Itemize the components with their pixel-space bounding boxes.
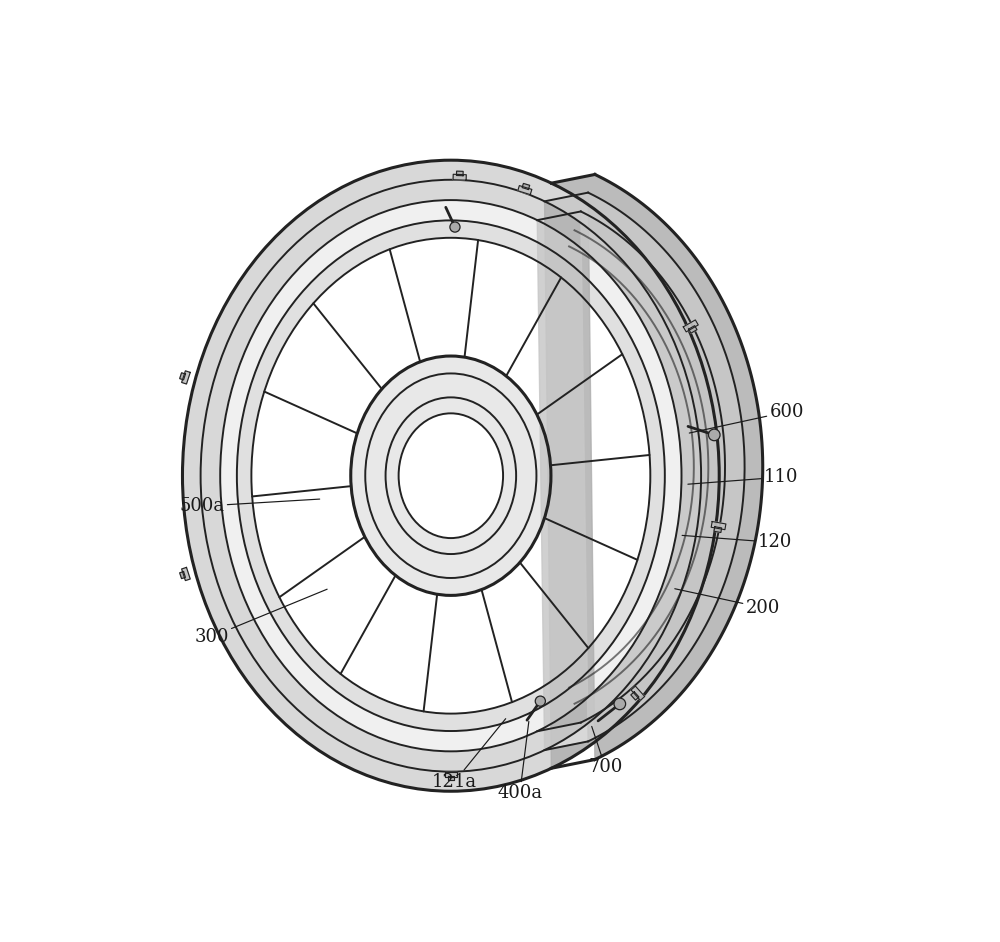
Polygon shape [182,160,719,791]
Polygon shape [251,237,650,714]
Text: 110: 110 [688,468,798,486]
Text: 600: 600 [689,403,804,433]
Polygon shape [453,174,466,180]
Polygon shape [445,771,457,777]
Polygon shape [631,691,639,700]
Text: 121a: 121a [432,719,506,790]
Circle shape [708,430,720,441]
Polygon shape [220,200,682,752]
Polygon shape [456,171,463,176]
Polygon shape [711,522,726,529]
Circle shape [450,222,460,232]
Polygon shape [631,686,645,700]
Circle shape [614,698,626,709]
Polygon shape [237,220,665,731]
Polygon shape [399,414,503,538]
Text: 500a: 500a [179,497,320,515]
Circle shape [535,696,545,706]
Text: 400a: 400a [497,722,542,803]
Polygon shape [182,567,190,580]
Polygon shape [689,326,697,333]
Polygon shape [182,160,719,791]
Polygon shape [182,371,190,384]
Polygon shape [683,320,698,332]
Polygon shape [537,192,745,750]
Polygon shape [522,184,530,189]
Text: 120: 120 [682,533,792,551]
Polygon shape [180,373,185,380]
Polygon shape [180,572,185,578]
Polygon shape [518,186,532,195]
Text: 300: 300 [194,589,327,645]
Polygon shape [545,174,763,769]
Polygon shape [351,356,551,595]
Text: 700: 700 [588,726,623,776]
Polygon shape [714,527,722,532]
Polygon shape [448,775,454,780]
Text: 200: 200 [675,589,780,617]
